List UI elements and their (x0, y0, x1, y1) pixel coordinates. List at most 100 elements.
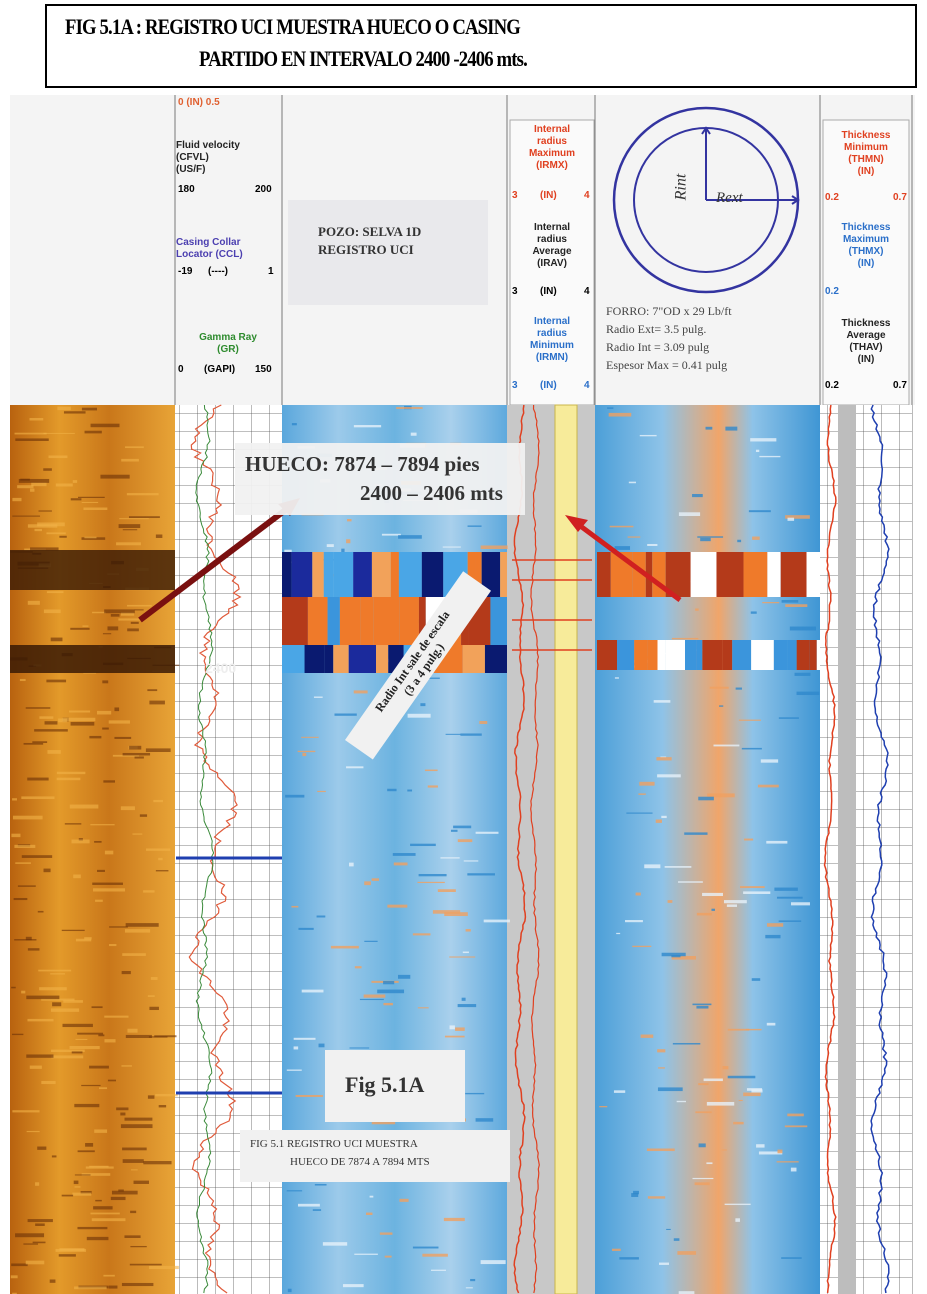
texture (752, 536, 760, 540)
texture (599, 1105, 608, 1108)
hole-stripe (751, 640, 774, 670)
well-name: POZO: SELVA 1D (318, 224, 422, 239)
texture (755, 449, 760, 453)
texture (765, 934, 781, 939)
texture (695, 1111, 712, 1114)
texture (611, 1248, 621, 1251)
texture (29, 1065, 42, 1069)
texture (707, 793, 735, 798)
texture (364, 940, 378, 942)
texture (781, 600, 799, 603)
texture (25, 707, 51, 709)
scale-right: 0.7 (893, 380, 907, 391)
texture (134, 609, 144, 611)
texture (725, 426, 738, 431)
texture (83, 507, 108, 510)
texture (384, 1255, 392, 1258)
texture (122, 1147, 147, 1151)
texture (286, 1190, 303, 1192)
texture (110, 613, 120, 617)
texture (26, 1130, 40, 1133)
texture (639, 781, 655, 786)
texture (127, 1028, 138, 1033)
hole-stripe (373, 597, 400, 645)
texture (92, 611, 106, 614)
texture (705, 426, 713, 430)
texture (440, 857, 460, 859)
texture (758, 1151, 783, 1155)
texture (417, 1007, 429, 1009)
texture (18, 478, 50, 483)
texture (317, 790, 326, 793)
texture (52, 1002, 62, 1007)
texture (124, 1117, 153, 1121)
texture (50, 973, 65, 975)
texture (74, 1186, 81, 1188)
rext-label: Rext (716, 190, 743, 206)
texture (59, 1248, 85, 1251)
texture (15, 1233, 45, 1238)
texture (50, 637, 63, 642)
casing-diagram (612, 106, 800, 294)
texture (483, 919, 510, 923)
log-curve (823, 404, 837, 1294)
texture (626, 812, 653, 814)
texture (743, 1092, 761, 1097)
texture (695, 608, 699, 611)
texture (46, 679, 67, 683)
scale-mid: (GAPI) (204, 364, 236, 375)
texture (480, 545, 508, 550)
texture (295, 1094, 323, 1097)
texture (78, 496, 105, 498)
header-name: Thickness Minimum (THMN) (IN) (841, 130, 891, 177)
texture (19, 678, 26, 682)
hole-stripe (399, 597, 419, 645)
texture (120, 611, 135, 616)
texture (150, 977, 158, 980)
texture (77, 1150, 95, 1153)
texture (12, 1292, 17, 1294)
texture (32, 741, 48, 744)
texture (387, 904, 408, 908)
title-box: FIG 5.1A : REGISTRO UCI MUESTRA HUECO O … (45, 4, 917, 88)
texture (359, 998, 384, 1001)
texture (77, 1032, 104, 1035)
texture (84, 937, 92, 940)
texture (85, 1143, 94, 1147)
texture (346, 766, 364, 769)
scale-left: 0.2 (825, 192, 839, 203)
hole-stripe (282, 552, 292, 597)
texture (627, 536, 641, 538)
texture (145, 848, 171, 851)
hole-stripe (690, 552, 717, 597)
texture (56, 771, 86, 775)
hole-stripe (390, 552, 399, 597)
texture (43, 868, 51, 873)
texture (39, 987, 67, 991)
texture (12, 798, 17, 801)
texture (727, 1028, 750, 1031)
texture (790, 1167, 797, 1172)
texture (153, 799, 164, 803)
texture (789, 626, 817, 631)
texture (34, 729, 68, 732)
texture (81, 1084, 101, 1087)
texture (318, 1043, 325, 1048)
th-header-box (822, 119, 910, 406)
texture (291, 905, 299, 908)
texture (787, 517, 795, 521)
hole-stripe (421, 552, 444, 597)
texture (21, 855, 53, 858)
texture (727, 1075, 756, 1079)
texture (81, 1173, 111, 1176)
texture (724, 1203, 751, 1206)
texture (353, 425, 382, 428)
texture (751, 978, 761, 981)
texture (147, 689, 158, 692)
texture (69, 1045, 100, 1050)
texture (126, 493, 159, 496)
texture (77, 1226, 108, 1230)
texture (442, 546, 461, 548)
texture (784, 1125, 808, 1128)
texture (27, 1018, 54, 1022)
